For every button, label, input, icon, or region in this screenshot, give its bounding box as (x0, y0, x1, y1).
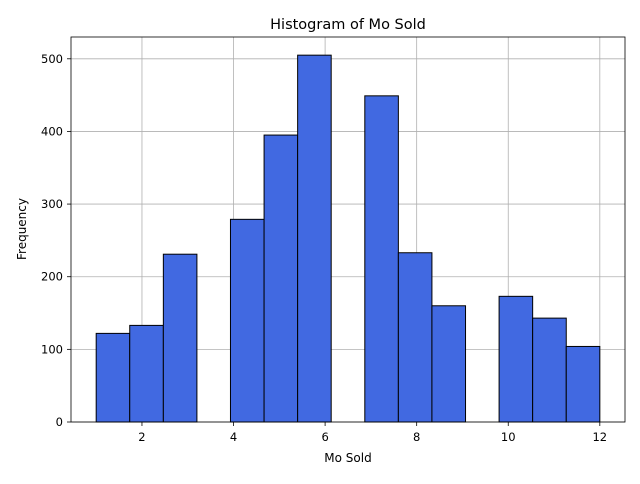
x-tick-label: 12 (592, 430, 607, 444)
x-axis-label: Mo Sold (324, 451, 371, 465)
x-tick-label: 8 (413, 430, 420, 444)
histogram-bar (162, 253, 198, 423)
y-axis-label: Frequency (15, 198, 29, 260)
chart-title: Histogram of Mo Sold (270, 17, 426, 33)
histogram-bar (565, 345, 601, 423)
plot-frame (70, 36, 626, 423)
histogram-bar (229, 218, 265, 423)
histogram-bar (431, 305, 467, 423)
y-tick-label: 400 (41, 124, 63, 138)
x-tick-label: 4 (230, 430, 237, 444)
histogram-bar (364, 95, 399, 423)
histogram-bar (532, 317, 567, 423)
histogram-bar (397, 252, 433, 423)
x-tick-label: 10 (501, 430, 516, 444)
y-axis-ticks: 0 100 200 300 400 500 (41, 52, 71, 429)
y-tick-label: 100 (41, 342, 63, 356)
x-axis-ticks: 2 4 6 8 10 12 (138, 422, 607, 444)
y-tick-label: 0 (56, 415, 63, 429)
histogram-bar (95, 332, 131, 423)
histogram-bar (263, 134, 299, 423)
y-tick-label: 200 (41, 270, 63, 284)
y-tick-label: 500 (41, 52, 63, 66)
bars-group (95, 54, 601, 423)
x-tick-label: 2 (138, 430, 145, 444)
y-tick-label: 300 (41, 197, 63, 211)
x-tick-label: 6 (321, 430, 328, 444)
histogram-bar (297, 54, 332, 423)
histogram-bar (129, 324, 164, 423)
histogram-bar (498, 295, 534, 423)
